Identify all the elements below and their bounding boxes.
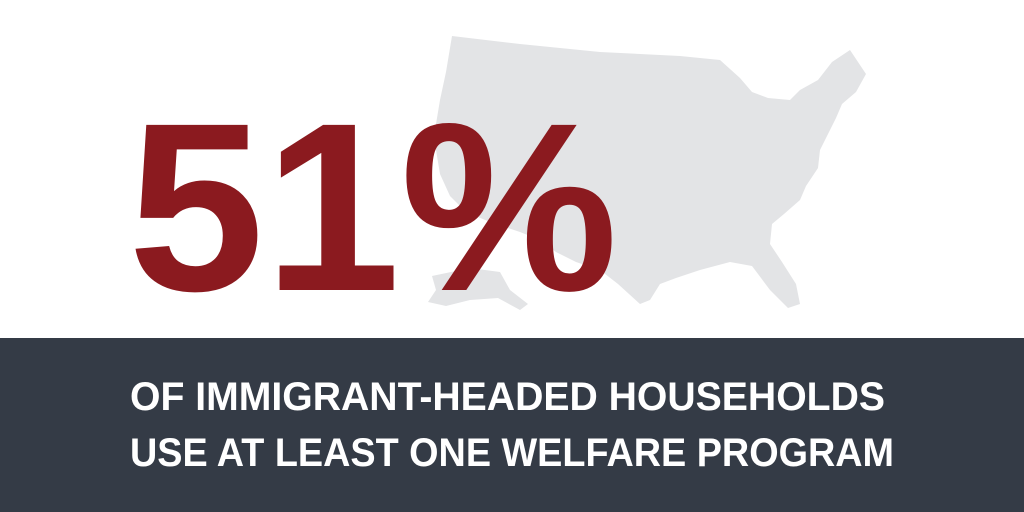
alaska-map [428, 268, 528, 310]
caption-band [0, 338, 1024, 512]
caption-line: USE AT LEAST ONE WELFARE PROGRAM [130, 431, 894, 475]
stat: 51% [128, 73, 618, 341]
caption-line: OF IMMIGRANT-HEADED HOUSEHOLDS [130, 375, 885, 419]
us-map [436, 36, 866, 308]
